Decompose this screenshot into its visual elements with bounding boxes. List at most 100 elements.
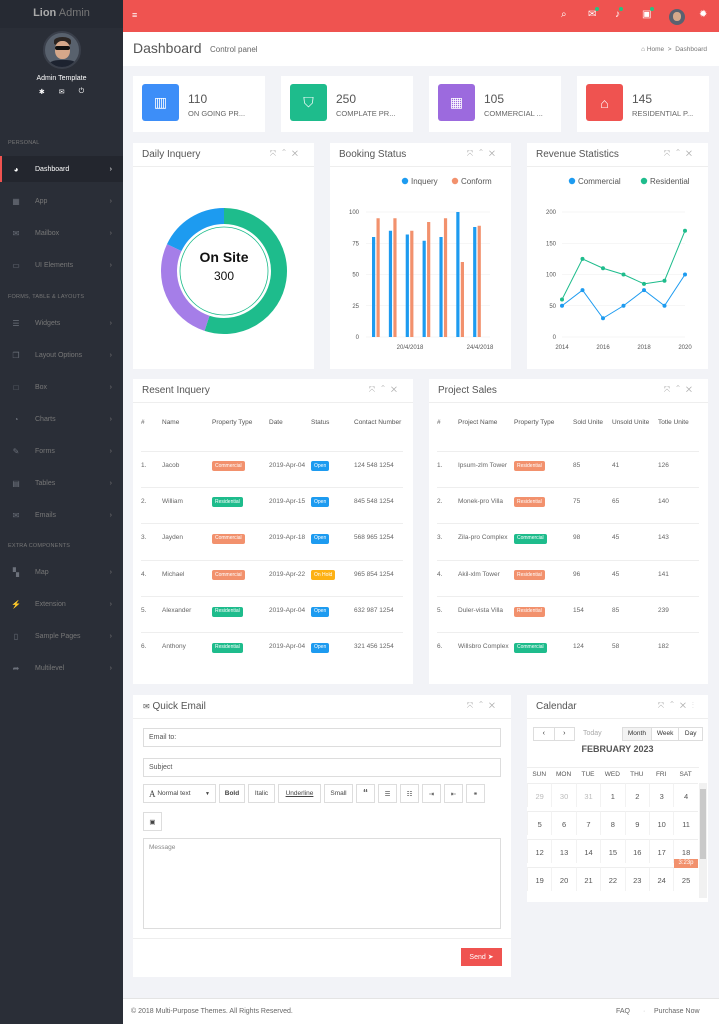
sidebar-item-mailbox[interactable]: ✉ Mailbox › (0, 220, 123, 246)
point-commercial-6[interactable] (683, 272, 687, 277)
breadcrumb-home[interactable]: Home (646, 46, 665, 53)
bar-conform-3[interactable] (427, 222, 431, 337)
bar-inquery-0[interactable] (372, 237, 376, 337)
mail-icon[interactable]: ✉ (58, 89, 65, 96)
bar-inquery-1[interactable] (388, 230, 393, 337)
underline-button[interactable]: Underline (278, 784, 321, 803)
indent-icon[interactable]: ⇥ (422, 784, 441, 803)
bell-icon[interactable]: ♪ (615, 7, 623, 20)
send-button[interactable]: Send ➤ (461, 948, 502, 966)
sidebar-item-tables[interactable]: ▤ Tables › (0, 470, 123, 496)
point-residential-3[interactable] (621, 272, 626, 277)
sidebar-item-extension[interactable]: ⚡ Extension › (0, 591, 123, 617)
sidebar-item-widgets[interactable]: ☰ Widgets › (0, 310, 123, 336)
point-residential-1[interactable] (580, 256, 585, 261)
sidebar-item-forms[interactable]: ✎ Forms › (0, 438, 123, 464)
card-tools[interactable]: ⤧⌃✕ (663, 149, 698, 158)
point-commercial-1[interactable] (580, 288, 585, 293)
purchase-link[interactable]: Purchase Now (654, 1008, 700, 1015)
point-commercial-4[interactable] (642, 288, 646, 293)
sidebar-item-map[interactable]: ▚ Map › (0, 559, 123, 585)
bar-inquery-5[interactable] (456, 212, 460, 337)
calendar-event[interactable]: 3:23p (674, 859, 698, 868)
menu-icon[interactable]: ≡ (132, 10, 138, 20)
calendar-day[interactable]: 31 (575, 783, 601, 807)
point-commercial-2[interactable] (601, 316, 605, 321)
sidebar-item-multilevel[interactable]: ➦ Multilevel › (0, 655, 123, 681)
card-tools[interactable]: ⤧⌃✕ (269, 149, 304, 158)
donut-slice-2[interactable] (166, 208, 225, 252)
small-button[interactable]: Small (324, 784, 353, 803)
calendar-day[interactable]: 12 (527, 839, 552, 863)
calendar-day[interactable]: 23 (624, 867, 649, 891)
bar-conform-2[interactable] (410, 230, 414, 337)
bar-inquery-4[interactable] (439, 237, 443, 337)
card-tools[interactable]: ⤧⌃✕ (466, 701, 501, 710)
donut-slice-1[interactable] (161, 244, 210, 331)
brand-logo[interactable]: Lion Admin (0, 0, 123, 28)
bar-conform-0[interactable] (376, 218, 380, 337)
calendar-day[interactable]: 25 (673, 867, 698, 891)
calendar-day[interactable]: 24 (649, 867, 674, 891)
point-residential-6[interactable] (683, 228, 687, 233)
sidebar-item-app[interactable]: ▦ App › (0, 188, 123, 214)
calendar-day[interactable]: 14 (575, 839, 601, 863)
point-residential-2[interactable] (601, 266, 605, 271)
sidebar-item-box[interactable]: □ Box › (0, 374, 123, 400)
list-ordered-icon[interactable]: ☷ (400, 784, 419, 803)
bar-inquery-6[interactable] (473, 227, 477, 337)
calendar-day[interactable]: 13 (551, 839, 576, 863)
point-commercial-5[interactable] (662, 303, 667, 308)
calendar-day[interactable]: 4 (673, 783, 698, 807)
bold-button[interactable]: Bold (219, 784, 245, 803)
settings-icon[interactable]: ✹ (699, 9, 708, 20)
faq-link[interactable]: FAQ (616, 1008, 631, 1015)
next-month-icon[interactable]: › (563, 730, 566, 737)
calendar-day[interactable]: 16 (624, 839, 649, 863)
bar-conform-4[interactable] (443, 218, 448, 337)
search-icon[interactable]: ⌕ (561, 9, 567, 20)
point-residential-0[interactable] (560, 297, 564, 302)
point-commercial-0[interactable] (560, 303, 564, 308)
sidebar-item-dashboard[interactable]: ◕ Dashboard › (0, 156, 123, 182)
user-avatar[interactable] (669, 9, 685, 25)
avatar[interactable] (42, 31, 81, 69)
envelope-icon[interactable]: ✉ (588, 7, 600, 20)
card-tools[interactable]: ⤧⌃✕ (663, 385, 698, 394)
gear-icon[interactable]: ✱ (38, 89, 45, 96)
outdent-icon[interactable]: ⇤ (444, 784, 463, 803)
calendar-day[interactable]: 22 (600, 867, 625, 891)
subject-input[interactable]: Subject (143, 758, 501, 777)
month-view-button[interactable]: Month (623, 728, 652, 740)
calendar-day[interactable]: 5 (527, 811, 552, 835)
donut-slice-0[interactable] (204, 208, 287, 334)
image-icon[interactable]: ▣ (143, 812, 162, 831)
sidebar-item-ui-elements[interactable]: ▭ UI Elements › (0, 252, 123, 278)
calendar-day[interactable]: 11 (673, 811, 698, 835)
chat-icon[interactable]: ▣ (642, 7, 655, 20)
bar-conform-1[interactable] (393, 218, 397, 337)
sidebar-item-sample-pages[interactable]: ▯ Sample Pages › (0, 623, 123, 649)
calendar-day[interactable]: 15 (600, 839, 625, 863)
sidebar-item-emails[interactable]: ✉ Emails › (0, 502, 123, 528)
calendar-day[interactable]: 2 (624, 783, 649, 807)
scrollbar[interactable] (699, 783, 707, 898)
power-icon[interactable]: ⏻ (78, 88, 85, 95)
calendar-day[interactable]: 21 (575, 867, 601, 891)
prev-month-icon[interactable]: ‹ (534, 728, 555, 740)
calendar-day[interactable]: 3 (649, 783, 674, 807)
week-view-button[interactable]: Week (652, 728, 680, 740)
calendar-day[interactable]: 10 (649, 811, 674, 835)
sidebar-item-charts[interactable]: ◔ Charts › (0, 406, 123, 432)
text-format-select[interactable]: A Normal text ▼ (143, 784, 216, 803)
calendar-day[interactable]: 18 (673, 839, 698, 863)
calendar-day[interactable]: 8 (600, 811, 625, 835)
card-tools[interactable]: ⤧⌃✕⋮ (657, 701, 700, 710)
calendar-day[interactable]: 9 (624, 811, 649, 835)
card-tools[interactable]: ⤧⌃✕ (466, 149, 501, 158)
bar-conform-6[interactable] (477, 225, 481, 337)
bar-conform-5[interactable] (460, 262, 464, 337)
calendar-day[interactable]: 1 (600, 783, 625, 807)
calendar-day[interactable]: 19 (527, 867, 552, 891)
calendar-day[interactable]: 29 (527, 783, 552, 807)
